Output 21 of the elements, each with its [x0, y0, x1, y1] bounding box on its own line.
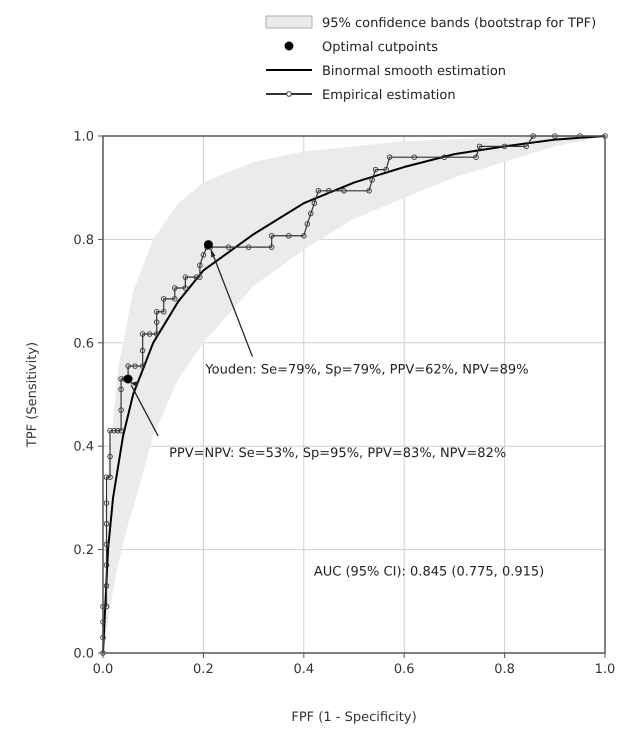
y-tick-label: 0.2 [73, 543, 94, 558]
y-tick-label: 0.4 [73, 440, 94, 455]
y-tick-label: 0.0 [73, 646, 94, 662]
x-tick-label: 0.4 [293, 662, 314, 677]
x-tick-label: 1.0 [594, 662, 616, 677]
x-axis-title: FPF (1 - Specificity) [291, 710, 417, 725]
legend-label: Optimal cutpoints [322, 40, 438, 55]
y-tick-label: 1.0 [73, 130, 94, 144]
x-tick-label: 0.8 [494, 662, 515, 677]
x-tick-label: 0.0 [92, 662, 114, 677]
annotation: AUC (95% CI): 0.845 (0.775, 0.915) [314, 564, 544, 580]
annotation: PPV=NPV: Se=53%, Sp=95%, PPV=83%, NPV=82% [169, 446, 506, 461]
y-axis-title: TPF (Sensitivity) [25, 342, 40, 448]
legend-label: 95% confidence bands (bootstrap for TPF) [322, 16, 596, 31]
legend-label: Empirical estimation [322, 88, 456, 103]
y-tick-label: 0.8 [73, 232, 94, 248]
legend-label: Binormal smooth estimation [322, 64, 506, 79]
y-tick-label: 0.6 [73, 336, 94, 352]
x-tick-label: 0.2 [193, 662, 214, 677]
x-tick-label: 0.6 [394, 662, 415, 677]
annotation: Youden: Se=79%, Sp=79%, PPV=62%, NPV=89% [204, 362, 529, 378]
